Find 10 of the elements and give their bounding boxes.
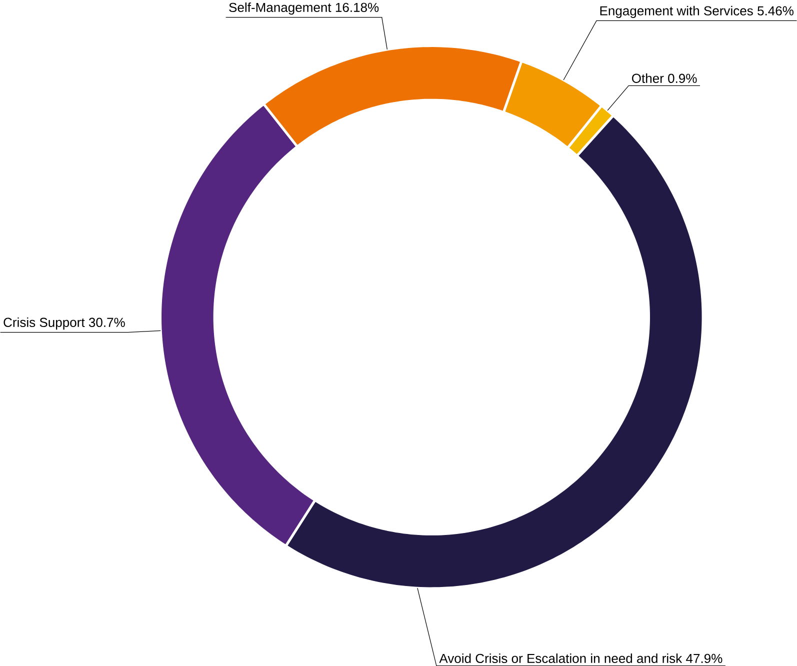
slice-label: Self-Management <box>229 2 332 15</box>
slice-label: Avoid Crisis or Escalation in need and risk <box>439 653 682 664</box>
data-label: 30.7% <box>88 318 125 327</box>
slice-label: Other <box>632 73 664 83</box>
slice-label: Engagement with Services <box>600 6 753 18</box>
data-label: 5.46% <box>758 6 794 16</box>
data-label: 47.9% <box>686 654 722 664</box>
slice-label: Crisis Support <box>4 317 85 330</box>
data-label: 0.9% <box>668 74 697 83</box>
data-label: 16.18% <box>336 2 379 12</box>
